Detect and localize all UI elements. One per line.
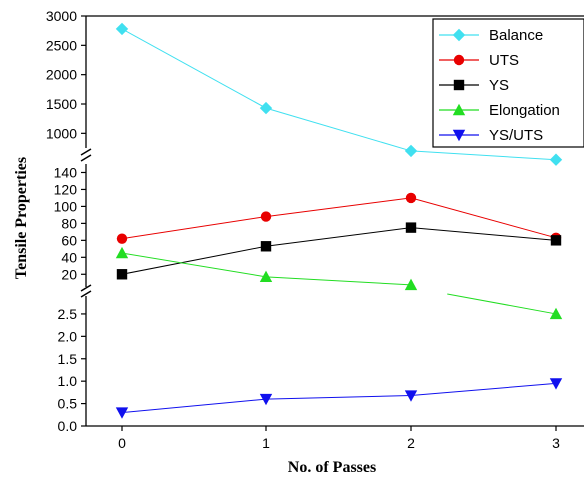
axis-break-mark <box>81 149 91 155</box>
legend-label-uts: UTS <box>489 52 519 69</box>
x-tick-label: 3 <box>552 435 560 451</box>
y-tick-label: 20 <box>61 266 77 282</box>
x-axis-title: No. of Passes <box>288 459 376 476</box>
y-tick-label: 1000 <box>46 125 77 141</box>
point-ys-0 <box>117 269 127 279</box>
y-tick-label: 2000 <box>46 67 77 83</box>
point-ys-2 <box>406 222 416 232</box>
y-tick-label: 1500 <box>46 96 77 112</box>
point-uts-1 <box>261 211 271 221</box>
x-tick-label: 1 <box>262 435 270 451</box>
point-uts-0 <box>117 233 127 243</box>
point-ys-3 <box>551 235 561 245</box>
y-tick-label: 140 <box>54 164 78 180</box>
series-line-uts <box>122 198 556 239</box>
point-ys-1 <box>261 241 271 251</box>
point-balance-3 <box>550 154 562 166</box>
y-tick-label: 100 <box>54 198 78 214</box>
y-tick-label: 2500 <box>46 37 77 53</box>
y-tick-label: 1.5 <box>58 351 78 367</box>
y-tick-label: 0.0 <box>58 418 78 434</box>
point-elongation-0 <box>116 247 128 258</box>
series-line-ys <box>122 228 556 275</box>
y-tick-label: 60 <box>61 232 77 248</box>
point-balance-0 <box>116 23 128 35</box>
legend: Balance UTS YS Elongation YS/UTS <box>433 19 584 147</box>
y-tick-label: 80 <box>61 215 77 231</box>
x-ticks: 0 1 2 3 <box>118 426 560 451</box>
legend-label-balance: Balance <box>489 27 543 44</box>
series-line-elongation-continued <box>447 294 556 314</box>
y-tick-label: 40 <box>61 249 77 265</box>
x-tick-label: 0 <box>118 435 126 451</box>
y-axis-title: Tensile Properties <box>13 157 30 279</box>
axis-break-mark <box>81 155 91 161</box>
point-ys-uts-0 <box>116 407 128 418</box>
y-tick-label: 120 <box>54 181 78 197</box>
point-uts-2 <box>406 193 416 203</box>
legend-label-ys-uts: YS/UTS <box>489 127 543 144</box>
y-tick-label: 2.0 <box>58 328 78 344</box>
y-tick-label: 3000 <box>46 8 77 24</box>
y-tick-label: 0.5 <box>58 396 78 412</box>
y-tick-label: 2.5 <box>58 306 78 322</box>
legend-marker-uts <box>454 55 464 65</box>
legend-label-elongation: Elongation <box>489 102 560 119</box>
series-line-ys-uts <box>122 383 556 412</box>
y-tick-label: 1.0 <box>58 373 78 389</box>
point-balance-2 <box>405 145 417 157</box>
point-balance-1 <box>260 102 272 114</box>
legend-label-ys: YS <box>489 77 509 94</box>
legend-marker-ys <box>454 80 464 90</box>
x-tick-label: 2 <box>407 435 415 451</box>
